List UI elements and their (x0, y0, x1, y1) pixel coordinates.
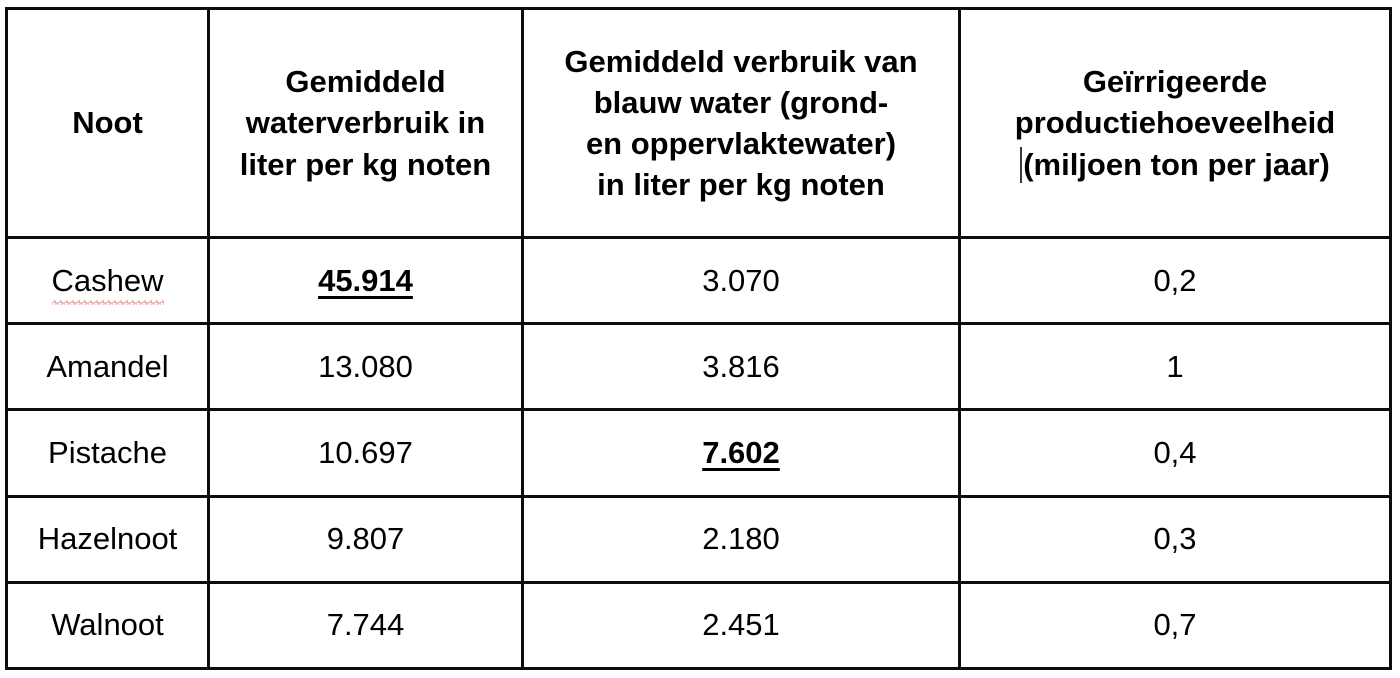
cell-gemiddeld-waterverbruik[interactable]: 45.914 (207, 235, 524, 326)
column-header-productie-line-1: Geïrrigeerde (1082, 64, 1268, 100)
column-header-blauw-water-line-3: en oppervlaktewater) (585, 126, 897, 161)
table-row[interactable]: Walnoot 7.744 2.451 0,7 (5, 580, 1392, 671)
cell-noot[interactable]: Hazelnoot (5, 494, 210, 584)
table-header: Noot Gemiddeld waterverbruik in liter pe… (5, 7, 1392, 239)
table-row[interactable]: Hazelnoot 9.807 2.180 0,3 (5, 494, 1392, 584)
cell-geirrigeerde-productie[interactable]: 0,7 (958, 580, 1392, 671)
cell-noot[interactable]: Pistache (5, 408, 210, 498)
cell-gemiddeld-waterverbruik[interactable]: 7.744 (207, 580, 524, 671)
column-header-noot-line-1: Noot (72, 105, 143, 141)
cell-blauw-water[interactable]: 2.180 (521, 494, 961, 584)
column-header-blauw-water-line-2: blauw water (grond- (593, 84, 889, 120)
column-header-blauw-water-line-1: Gemiddeld verbruik van (564, 43, 918, 79)
column-header-waterverbruik-line-3: liter per kg noten (239, 146, 492, 182)
column-header-waterverbruik-line-1: Gemiddeld (285, 64, 446, 100)
column-header-noot[interactable]: Noot (5, 7, 210, 239)
column-header-gemiddeld-waterverbruik[interactable]: Gemiddeld waterverbruik in liter per kg … (207, 7, 524, 239)
table-row[interactable]: Cashew 45.914 3.070 0,2 (5, 235, 1392, 326)
cell-blauw-water[interactable]: 7.602 (521, 408, 961, 498)
column-header-waterverbruik-line-2: waterverbruik in (245, 105, 486, 141)
cell-gemiddeld-waterverbruik[interactable]: 13.080 (207, 322, 524, 412)
cell-blauw-water[interactable]: 3.816 (521, 322, 961, 412)
value-highlighted: 45.914 (318, 262, 413, 298)
column-header-geirrigeerde-productie[interactable]: Geïrrigeerde productiehoeveelheid (miljo… (958, 7, 1392, 239)
cell-geirrigeerde-productie[interactable]: 0,3 (958, 494, 1392, 584)
cell-geirrigeerde-productie[interactable]: 0,2 (958, 235, 1392, 326)
cell-geirrigeerde-productie[interactable]: 1 (958, 322, 1392, 412)
cell-blauw-water[interactable]: 3.070 (521, 235, 961, 326)
cell-gemiddeld-waterverbruik[interactable]: 9.807 (207, 494, 524, 584)
column-header-blauw-water-line-4: in liter per kg noten (597, 167, 885, 203)
value-highlighted: 7.602 (702, 434, 780, 470)
cell-noot[interactable]: Amandel (5, 322, 210, 412)
column-header-blauw-water[interactable]: Gemiddeld verbruik van blauw water (gron… (521, 7, 961, 239)
cell-noot[interactable]: Walnoot (5, 580, 210, 671)
cell-geirrigeerde-productie[interactable]: 0,4 (958, 408, 1392, 498)
table-body: Cashew 45.914 3.070 0,2 Amandel 13.080 3… (5, 235, 1392, 671)
misspelled-word: Cashew (51, 262, 164, 305)
column-header-productie-line-2: productiehoeveelheid (1014, 105, 1336, 141)
column-header-productie-line-3: (miljoen ton per jaar) (1023, 146, 1330, 182)
nut-water-usage-table: Noot Gemiddeld waterverbruik in liter pe… (5, 7, 1392, 671)
text-caret (1020, 146, 1023, 183)
table-row[interactable]: Pistache 10.697 7.602 0,4 (5, 408, 1392, 498)
header-row: Noot Gemiddeld waterverbruik in liter pe… (5, 7, 1392, 239)
cell-gemiddeld-waterverbruik[interactable]: 10.697 (207, 408, 524, 498)
cell-blauw-water[interactable]: 2.451 (521, 580, 961, 671)
column-header-productie-line-3-wrap: (miljoen ton per jaar) (967, 144, 1383, 185)
table-row[interactable]: Amandel 13.080 3.816 1 (5, 322, 1392, 412)
cell-noot[interactable]: Cashew (5, 235, 210, 326)
